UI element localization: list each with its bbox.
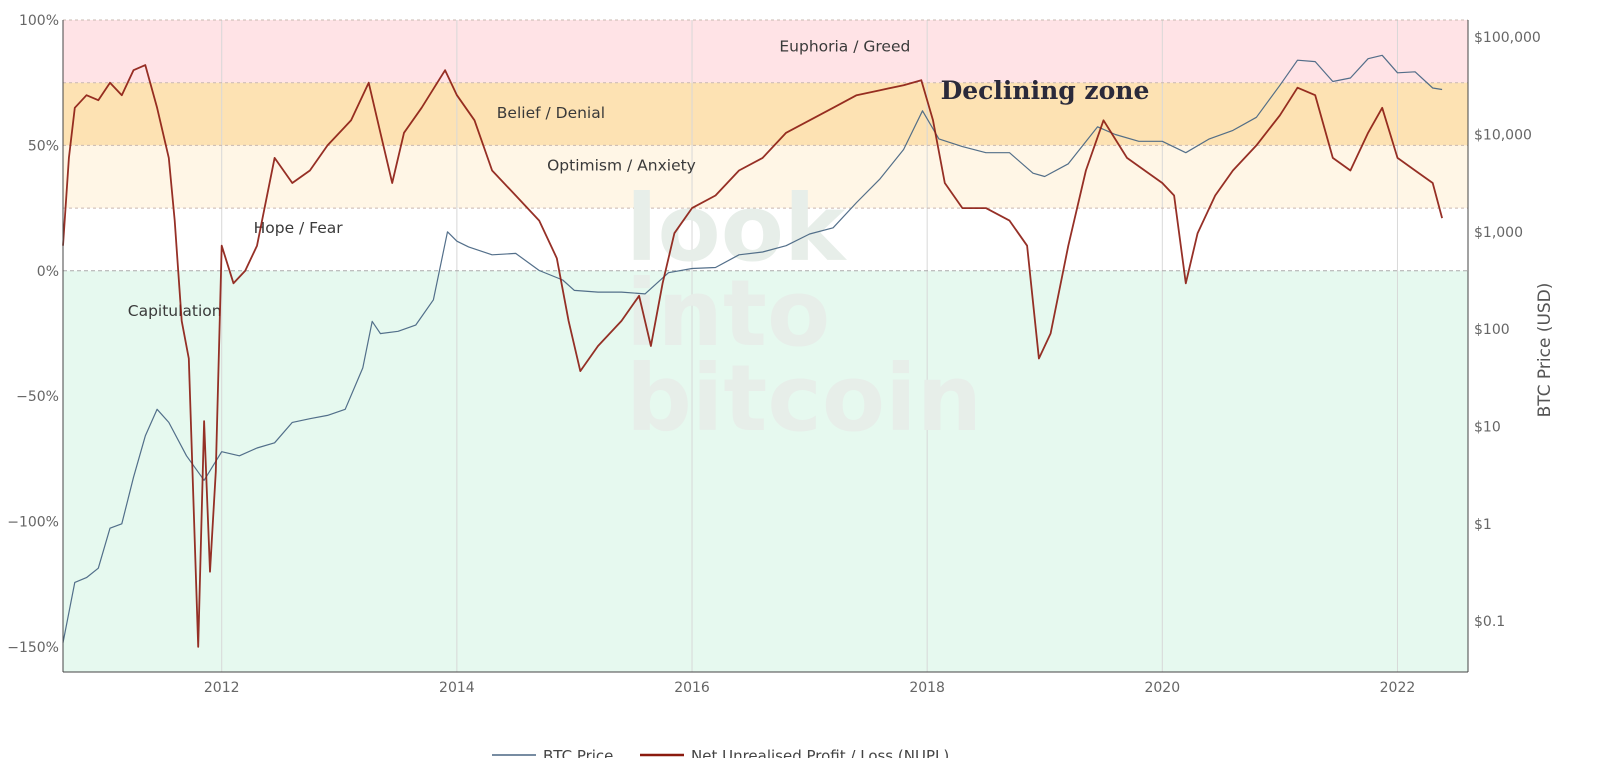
y-right-tick-label: $10	[1474, 419, 1501, 435]
x-tick-label: 2012	[204, 680, 240, 696]
zone-label-belief-denial: Belief / Denial	[497, 104, 605, 122]
y-right-axis-label: BTC Price (USD)	[1535, 283, 1555, 418]
legend-label-nupl[interactable]: Net Unrealised Profit / Loss (NUPL)	[691, 747, 949, 763]
y-left-tick-label: 0%	[37, 264, 59, 280]
series-line-btc-price	[62, 54, 1443, 643]
zone-label-optimism-anxiety: Optimism / Anxiety	[547, 156, 696, 174]
y-right-tick-label: $100	[1474, 322, 1510, 338]
zone-label-capitulation: Capitulation	[128, 302, 222, 320]
y-left-tick-label: −100%	[7, 515, 59, 531]
declining-zone-annotation: Declining zone	[941, 76, 1150, 105]
y-right-tick-label: $100,000	[1474, 30, 1541, 46]
y-right-tick-label: $0.1	[1474, 614, 1505, 630]
y-left-tick-label: −50%	[16, 389, 59, 405]
x-tick-label: 2016	[674, 680, 710, 696]
legend: BTC Price Net Unrealised Profit / Loss (…	[492, 747, 949, 763]
x-tick-label: 2020	[1144, 680, 1180, 696]
zone-band-euphoria-greed	[63, 20, 1468, 83]
series-line-nupl	[62, 64, 1443, 648]
zone-band-capitulation	[63, 270, 1468, 672]
y-right-tick-label: $10,000	[1474, 127, 1532, 143]
x-tick-label: 2014	[439, 680, 475, 696]
y-left-tick-label: 100%	[19, 13, 59, 29]
legend-label-btc-price[interactable]: BTC Price	[543, 747, 613, 763]
y-left-tick-label: −150%	[7, 640, 59, 656]
zone-label-hope-fear: Hope / Fear	[254, 219, 344, 237]
y-right-tick-label: $1,000	[1474, 225, 1523, 241]
watermark: look into bitcoin	[626, 175, 982, 452]
zone-band-belief-denial	[63, 82, 1468, 146]
x-tick-label: 2022	[1380, 680, 1416, 696]
watermark-line-1: look	[626, 175, 847, 282]
y-right-tick-label: $1	[1474, 517, 1492, 533]
watermark-line-2: into	[626, 260, 830, 367]
watermark-line-3: bitcoin	[626, 345, 982, 452]
y-left-tick-label: 50%	[28, 138, 59, 154]
x-tick-label: 2018	[909, 680, 945, 696]
zone-band-hope-fear	[63, 208, 1468, 271]
zone-label-euphoria-greed: Euphoria / Greed	[779, 37, 910, 55]
